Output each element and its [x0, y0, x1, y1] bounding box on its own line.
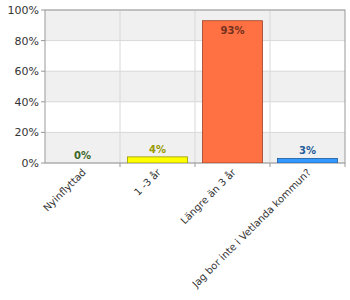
x-tick-label: Längre än 3 år: [178, 165, 239, 226]
data-label: 93%: [221, 25, 245, 36]
x-tick: [195, 163, 196, 167]
y-tick: [41, 71, 45, 72]
y-tick: [41, 101, 45, 102]
data-label: 4%: [149, 144, 166, 155]
data-label: 0%: [74, 150, 91, 161]
data-label: 3%: [299, 145, 316, 156]
y-tick-label: 20%: [15, 126, 39, 139]
bar: [53, 163, 113, 164]
x-tick-label: Jag bor inte i Vetlanda kommun?: [189, 167, 313, 291]
y-tick-label: 60%: [15, 65, 39, 78]
x-tick: [345, 163, 346, 167]
x-tick-label: Nyinflyttad: [41, 167, 88, 214]
x-tick: [270, 163, 271, 167]
plot-frame: [45, 10, 345, 163]
y-tick: [41, 132, 45, 133]
grid-line-vertical: [120, 10, 121, 163]
bar: [203, 21, 263, 163]
y-tick-label: 80%: [15, 35, 39, 48]
y-tick-label: 0%: [22, 157, 39, 170]
grid-line-vertical: [270, 10, 271, 163]
y-tick: [41, 10, 45, 11]
y-tick: [41, 40, 45, 41]
x-tick: [120, 163, 121, 167]
y-tick-label: 40%: [15, 96, 39, 109]
bars: [128, 21, 338, 163]
chart: 0% 20% 40% 60% 80% 100% 0% 4% 93% 3% Nyinflyttad 1 …: [0, 0, 350, 300]
plot-background: [45, 10, 345, 163]
y-tick-label: 100%: [8, 4, 39, 17]
x-tick-label: 1 -3 år: [131, 165, 163, 197]
bar: [278, 158, 338, 163]
grid-line-vertical: [195, 10, 196, 163]
bar: [128, 157, 188, 163]
y-tick: [41, 163, 45, 164]
